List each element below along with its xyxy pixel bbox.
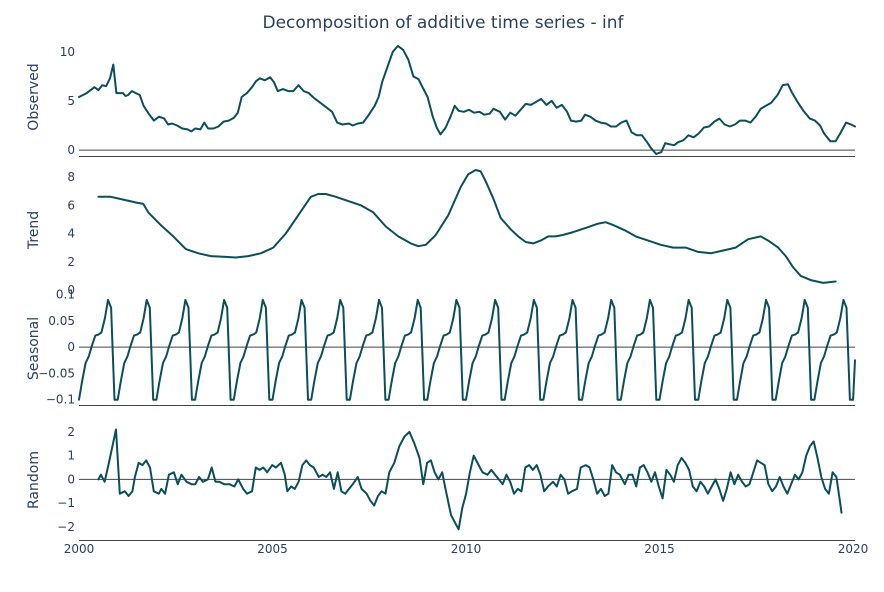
y-tick-seasonal-2: 0 — [67, 340, 75, 354]
y-tick-trend-4: 8 — [67, 170, 75, 184]
y-tick-random-1: −1 — [57, 496, 75, 510]
y-axis-label-observed: Observed — [26, 63, 42, 130]
y-tick-seasonal-0: −0.1 — [46, 393, 75, 407]
y-tick-random-3: 1 — [67, 449, 75, 463]
y-axis-label-trend: Trend — [26, 211, 42, 250]
panel-trend: Trend 0 2 4 6 8 — [26, 169, 837, 297]
y-tick-trend-0: 0 — [67, 283, 75, 297]
series-line-observed — [78, 44, 856, 155]
y-tick-trend-1: 2 — [67, 255, 75, 269]
panel-seasonal: Seasonal −0.1 −0.05 0 0.05 0.1 — [26, 288, 856, 407]
y-tick-random-4: 2 — [67, 425, 75, 439]
panel-random: Random −2 −1 0 1 2 — [26, 425, 855, 541]
y-tick-observed-0: 0 — [67, 143, 75, 157]
y-tick-trend-2: 4 — [67, 227, 75, 241]
series-line-random — [97, 428, 843, 531]
chart-title: Decomposition of additive time series - … — [262, 13, 624, 33]
x-tick-2015: 2015 — [644, 542, 675, 556]
y-tick-seasonal-3: 0.05 — [48, 314, 75, 328]
panel-observed: Observed 0 5 10 — [26, 44, 856, 157]
series-line-trend — [97, 169, 837, 284]
y-tick-observed-1: 5 — [67, 94, 75, 108]
x-tick-2005: 2005 — [257, 542, 288, 556]
panels-group: Observed0510Trend02468Seasonal−0.1−0.050… — [26, 44, 856, 541]
x-tick-2020: 2020 — [838, 542, 869, 556]
y-axis-label-seasonal: Seasonal — [26, 317, 42, 380]
series-line-seasonal — [78, 298, 856, 401]
y-axis-label-random: Random — [26, 451, 42, 509]
y-tick-observed-2: 10 — [60, 45, 75, 59]
x-tick-2000: 2000 — [64, 542, 95, 556]
x-axis: 2000 2005 2010 2015 2020 — [64, 542, 869, 556]
y-tick-random-0: −2 — [57, 520, 75, 534]
y-tick-random-2: 0 — [67, 472, 75, 486]
y-tick-seasonal-4: 0.1 — [56, 288, 75, 302]
y-tick-trend-3: 6 — [67, 198, 75, 212]
x-tick-2010: 2010 — [451, 542, 482, 556]
y-tick-seasonal-1: −0.05 — [38, 366, 75, 380]
